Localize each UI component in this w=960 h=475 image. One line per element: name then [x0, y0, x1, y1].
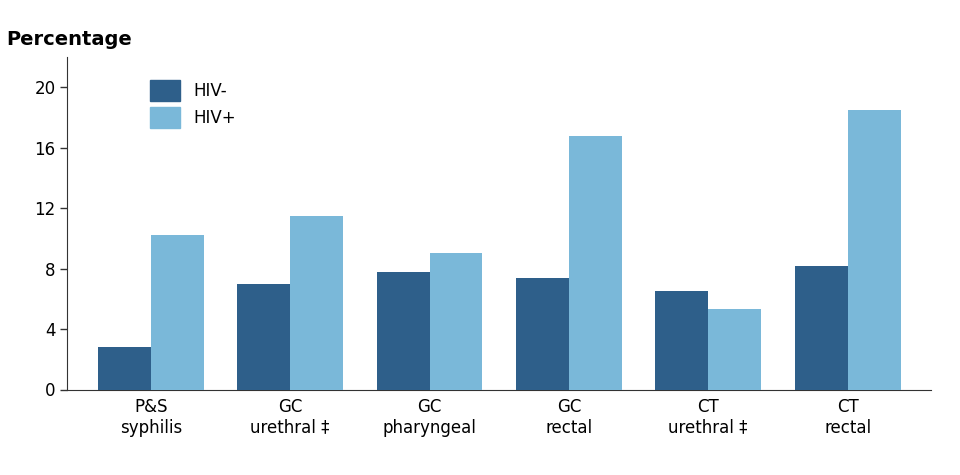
- Bar: [569, 135, 622, 390]
- Legend: HIV-, HIV+: HIV-, HIV+: [145, 76, 241, 133]
- Text: Percentage: Percentage: [7, 30, 132, 49]
- Bar: [376, 272, 429, 390]
- Bar: [516, 278, 569, 390]
- Bar: [795, 266, 848, 390]
- Bar: [429, 254, 483, 390]
- Bar: [656, 291, 708, 390]
- Bar: [151, 235, 204, 390]
- Bar: [237, 284, 290, 390]
- Bar: [708, 309, 761, 390]
- Bar: [98, 347, 151, 389]
- Bar: [290, 216, 343, 390]
- Bar: [848, 110, 900, 390]
